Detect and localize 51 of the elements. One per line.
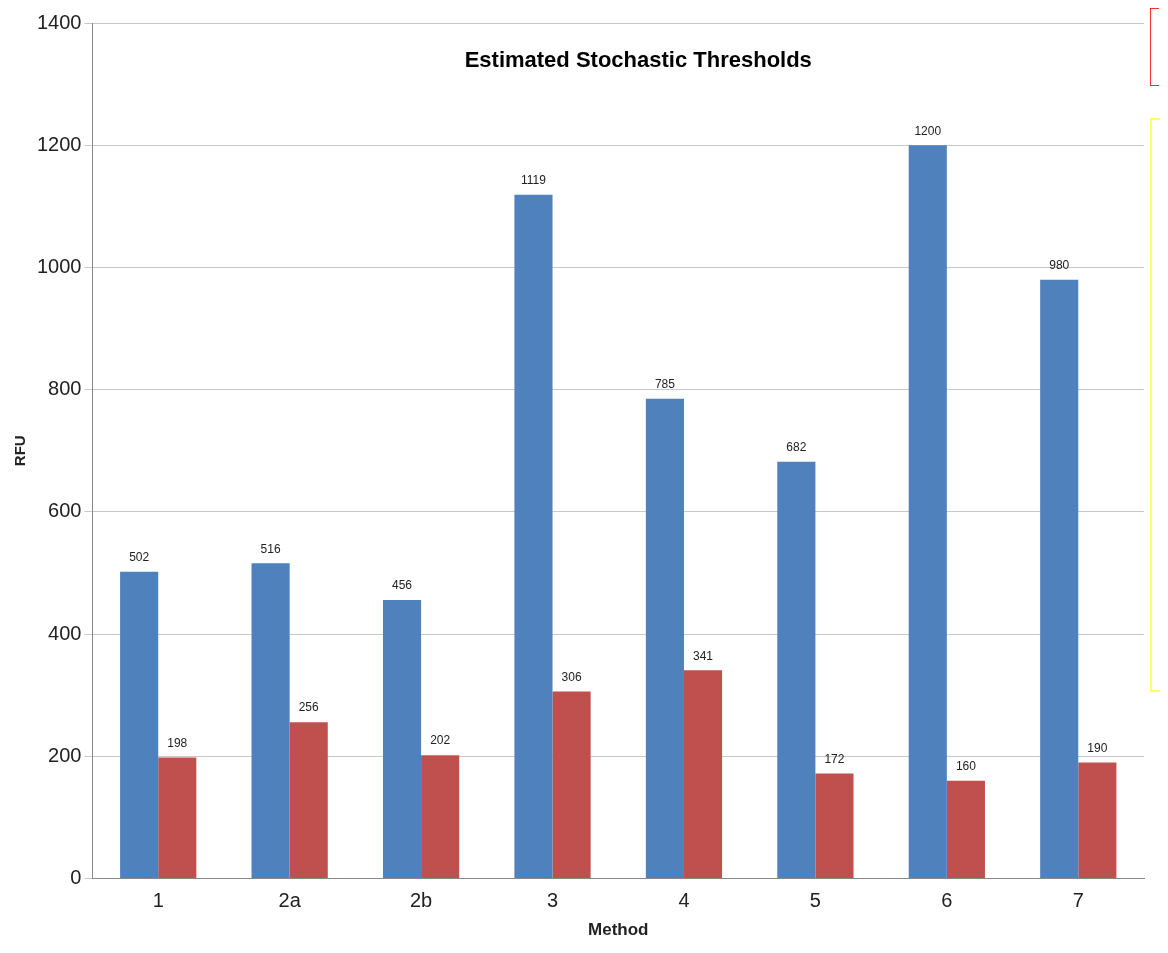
bar (683, 670, 723, 879)
x-tick-label: 1 (152, 889, 164, 912)
x-tick-label: 7 (1072, 889, 1084, 912)
data-label: 980 (1049, 257, 1070, 272)
bar (289, 722, 328, 879)
y-tick-label: 1400 (36, 10, 82, 33)
bar (421, 755, 460, 879)
bar (158, 757, 197, 879)
x-tick-label: 5 (809, 889, 821, 912)
bar (1040, 279, 1079, 879)
y-tick-label: 600 (48, 499, 82, 522)
x-axis-title: Method (588, 920, 649, 940)
bar (645, 398, 684, 879)
x-tick-label: 3 (546, 889, 559, 912)
bar (552, 691, 591, 879)
bar (777, 461, 816, 879)
x-tick-label: 6 (941, 889, 953, 912)
y-tick-label: 800 (48, 377, 82, 400)
data-label: 785 (654, 377, 676, 392)
data-label: 202 (430, 733, 451, 748)
x-tick-label: 2a (278, 889, 302, 912)
y-tick-label: 0 (70, 866, 82, 889)
bar (514, 194, 553, 879)
text: Estimated Stochastic Thresholds (464, 47, 812, 73)
data-label: 256 (298, 700, 320, 715)
data-label: 198 (167, 735, 188, 750)
data-label: 1119 (521, 173, 547, 188)
y-tick-label: 1000 (36, 254, 82, 277)
y-tick-label: 400 (48, 621, 82, 644)
bar (251, 563, 290, 879)
data-label: 341 (693, 648, 714, 663)
y-axis-title: RFU (11, 435, 29, 467)
data-label: 516 (260, 541, 281, 556)
y-tick-label: 1200 (36, 132, 82, 155)
data-label: 682 (786, 440, 807, 455)
x-tick-label: 4 (678, 889, 690, 912)
bar (1078, 762, 1117, 879)
x-tick-label: 2b (409, 889, 433, 912)
bar (382, 599, 422, 879)
bar (946, 780, 985, 879)
bar (815, 773, 854, 879)
data-label: 502 (129, 550, 150, 565)
data-label: 160 (955, 759, 977, 774)
bar (908, 145, 947, 879)
data-label: 1200 (914, 123, 942, 138)
y-tick-label: 200 (48, 743, 82, 766)
bar (120, 571, 159, 879)
data-label: 172 (824, 751, 845, 766)
data-label: 456 (392, 578, 413, 593)
data-label: 306 (561, 669, 582, 684)
data-label: 190 (1087, 740, 1108, 755)
